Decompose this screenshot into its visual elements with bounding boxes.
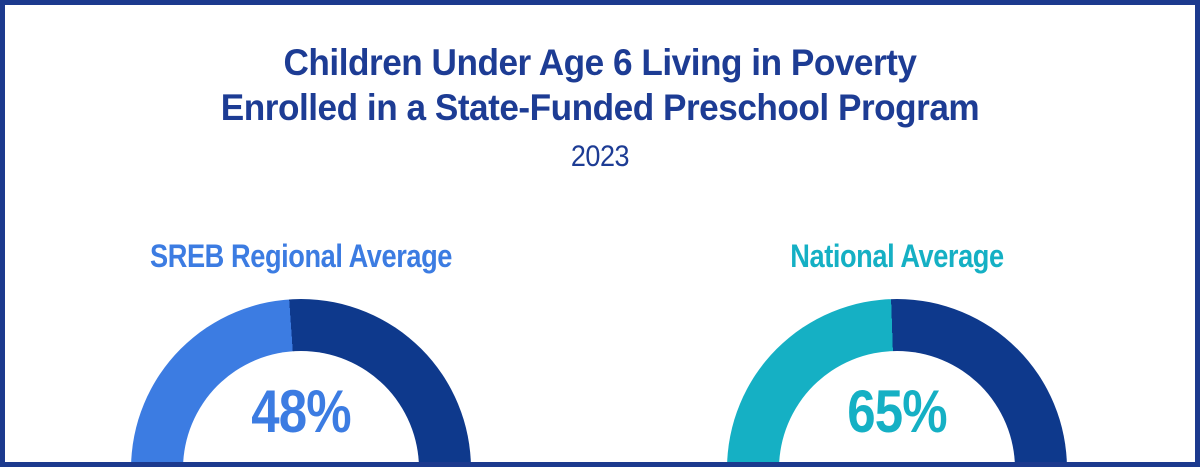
gauge-sreb-donut: 48% <box>131 299 471 467</box>
chart-title-line-2: Enrolled in a State-Funded Preschool Pro… <box>220 87 980 128</box>
gauge-sreb-label: SREB Regional Average <box>150 238 452 274</box>
chart-year: 2023 <box>570 140 630 173</box>
gauge-national-value: 65% <box>847 378 947 445</box>
gauge-national-donut: 65% <box>727 299 1067 467</box>
chart-title-line-1: Children Under Age 6 Living in Poverty <box>283 42 917 83</box>
header: Children Under Age 6 Living in Poverty E… <box>0 40 1200 175</box>
gauge-sreb-value: 48% <box>251 378 351 445</box>
chart-title: Children Under Age 6 Living in Poverty E… <box>30 40 1170 130</box>
gauge-national-label: National Average <box>790 238 1004 274</box>
